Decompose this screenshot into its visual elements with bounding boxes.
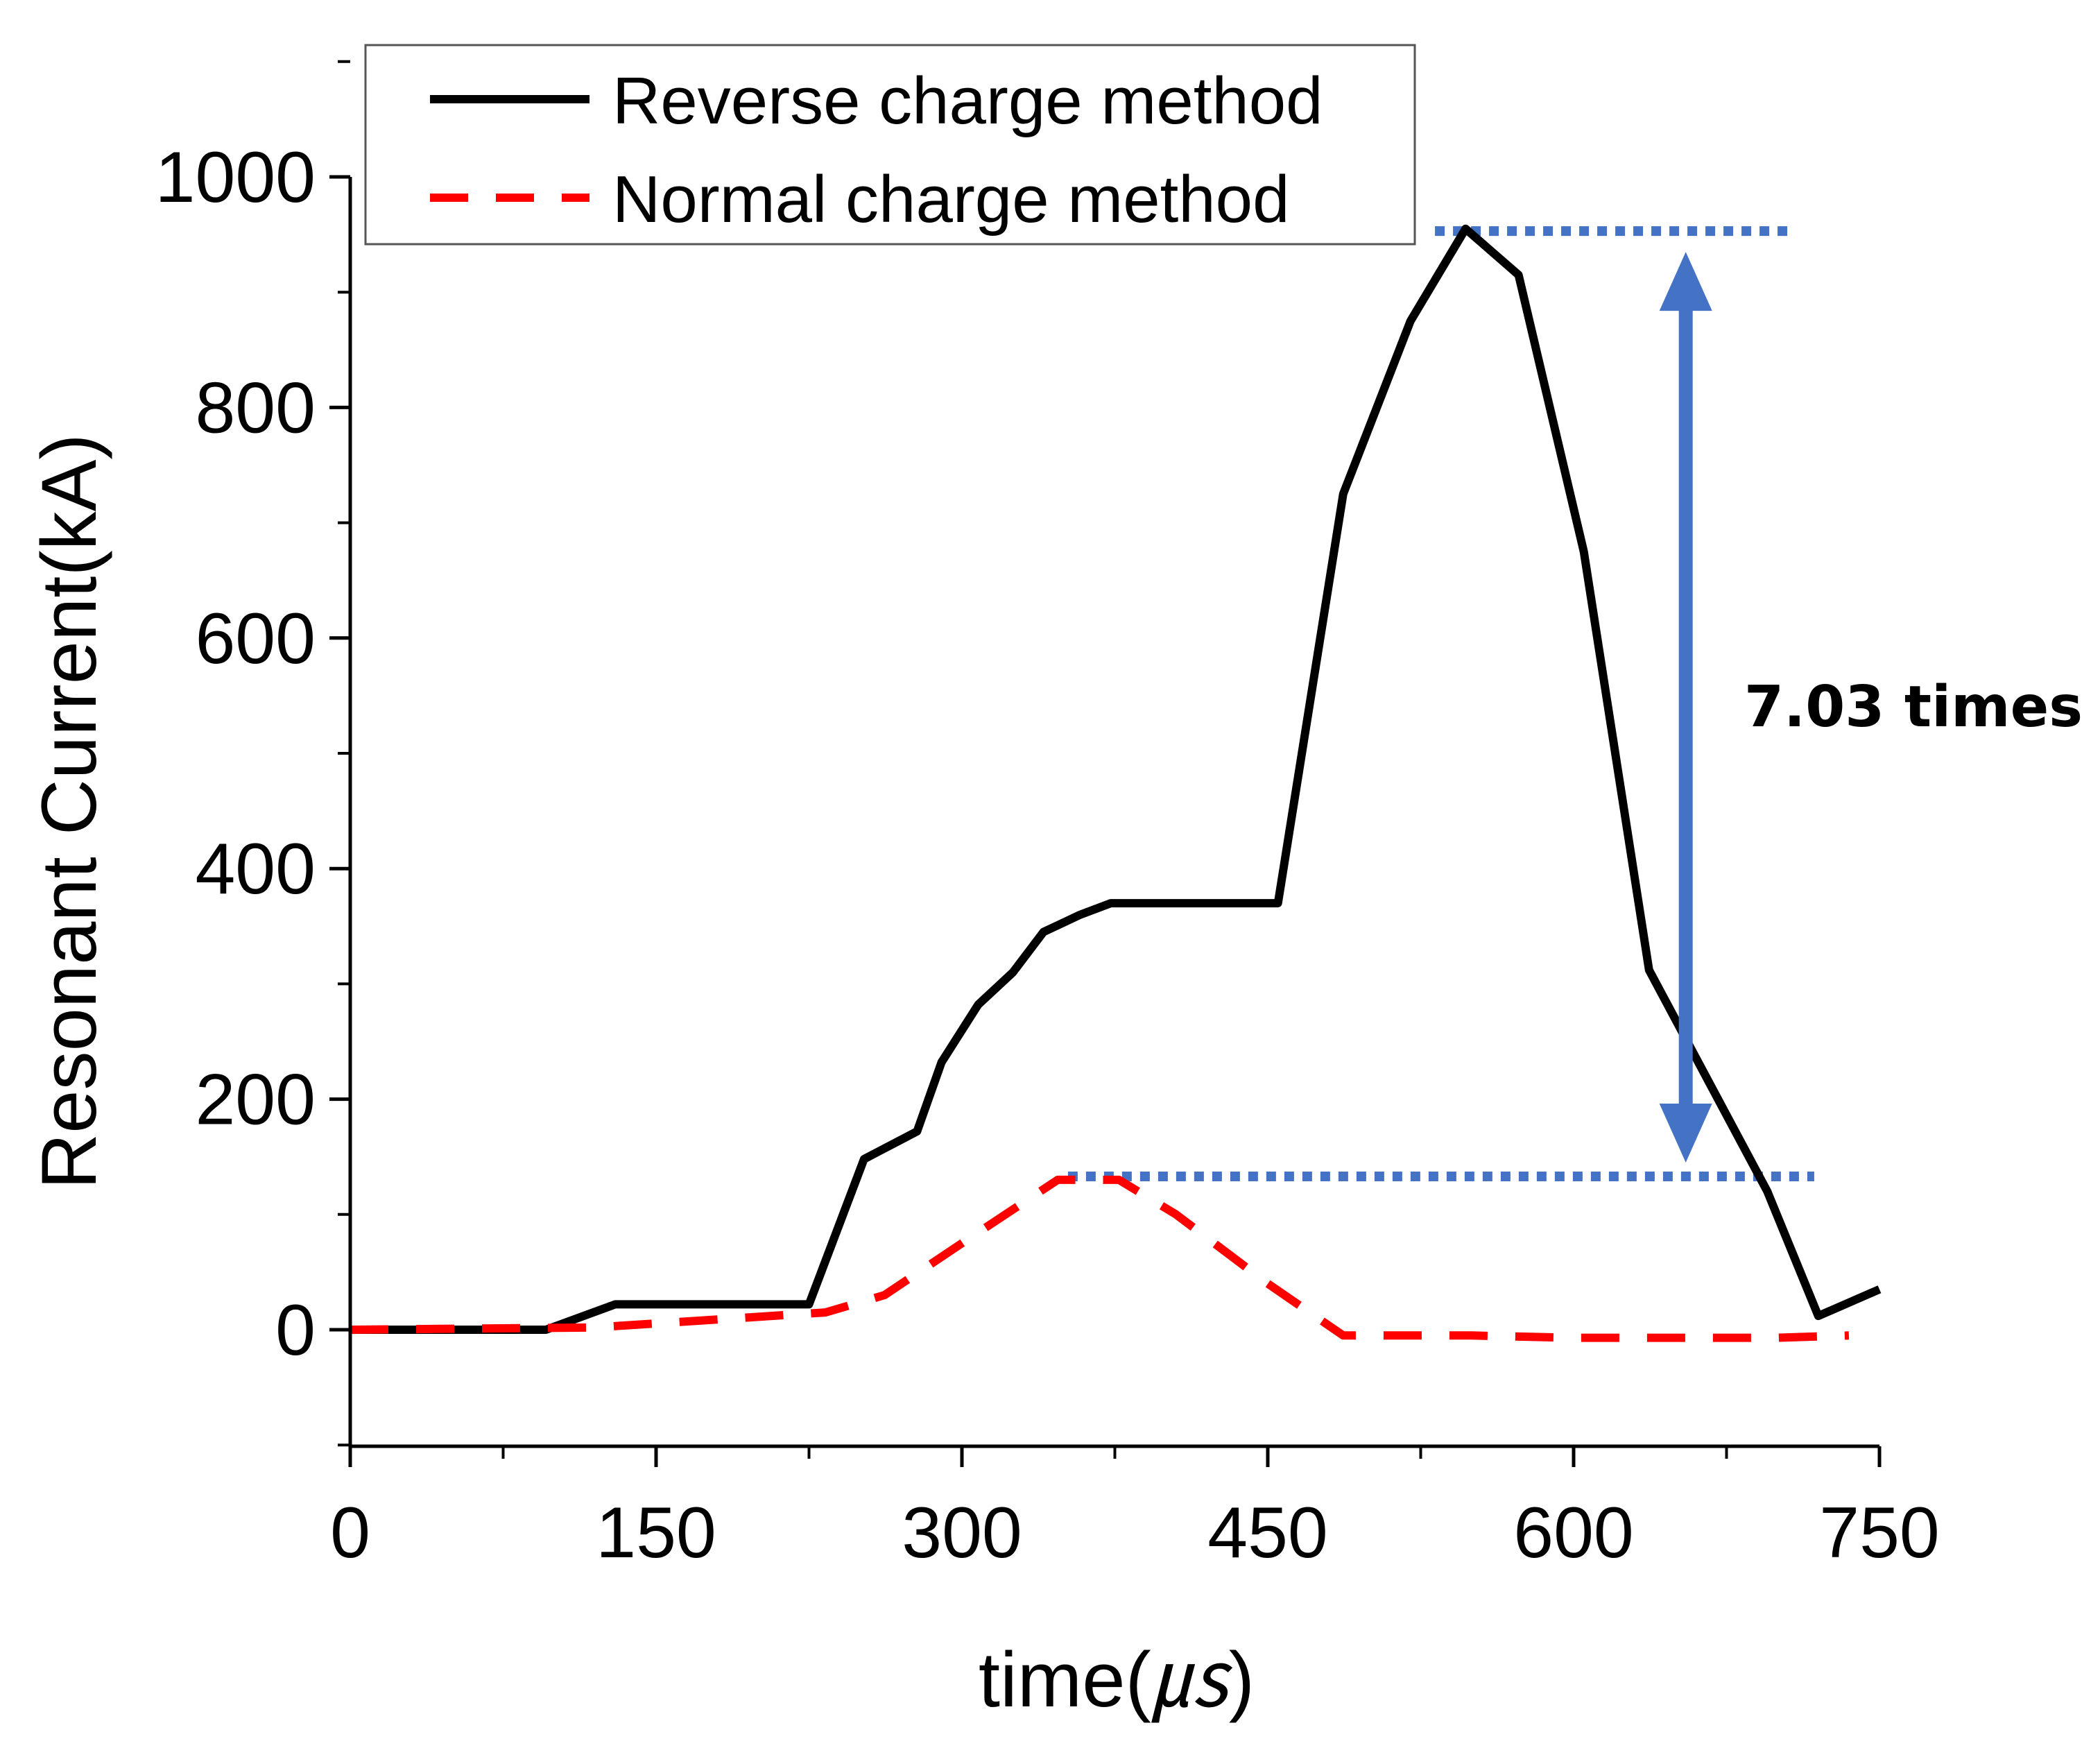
- y-tick-label: 400: [195, 829, 316, 909]
- legend: Reverse charge method Normal charge meth…: [364, 44, 1416, 246]
- x-tick-label: 600: [1513, 1493, 1634, 1573]
- legend-label-reverse: Reverse charge method: [612, 64, 1323, 138]
- y-tick-label: 600: [195, 599, 316, 679]
- y-tick-label: 0: [275, 1290, 316, 1371]
- ticks: 0 150 300 450 600 750 0 200 400 600 800 1000: [155, 60, 1940, 1573]
- y-axis-title: Resonant Current(kA): [26, 434, 112, 1189]
- x-axis-title-unit: ㎲: [1151, 1636, 1233, 1723]
- ratio-arrow-head-up: [1659, 252, 1712, 311]
- x-tick-label: 750: [1819, 1493, 1940, 1573]
- x-axis-title-close: ): [1229, 1636, 1255, 1723]
- x-tick-label: 450: [1207, 1493, 1328, 1573]
- legend-box: [364, 44, 1416, 246]
- annotation-label: 7.03 times: [1744, 674, 2083, 740]
- x-axis-title: time(㎲): [979, 1636, 1255, 1723]
- ratio-arrow: [1659, 252, 1712, 1163]
- series-lines: [350, 224, 1882, 1342]
- y-tick-label: 800: [195, 368, 316, 448]
- series-line-normal: [350, 1175, 1850, 1342]
- y-tick-label: 200: [195, 1060, 316, 1140]
- y-tick-label: 1000: [155, 137, 316, 218]
- series-line-reverse: [350, 224, 1882, 1334]
- legend-label-normal: Normal charge method: [612, 162, 1289, 237]
- x-axis-title-text: time(: [979, 1636, 1151, 1723]
- axes: [348, 177, 1879, 1448]
- x-tick-label: 300: [902, 1493, 1022, 1573]
- reference-lines: [1067, 226, 1814, 1181]
- x-tick-label: 150: [596, 1493, 716, 1573]
- ratio-arrow-head-down: [1659, 1103, 1712, 1163]
- x-tick-label: 0: [330, 1493, 370, 1573]
